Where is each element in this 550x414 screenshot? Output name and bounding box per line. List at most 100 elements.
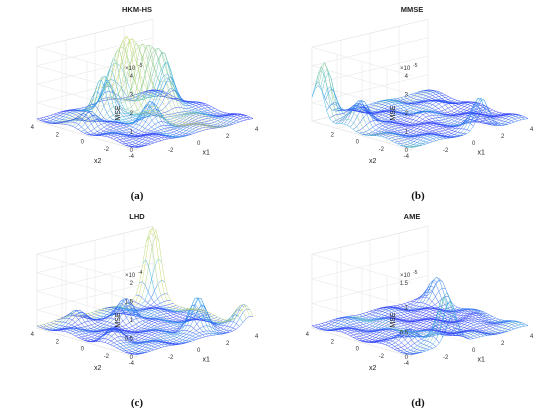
x2-tick-label: 2 xyxy=(331,339,335,345)
plot-title: LHD xyxy=(129,212,145,221)
z-tick-label: 1.5 xyxy=(400,281,409,287)
mesh-line xyxy=(88,306,189,343)
mesh-line xyxy=(366,105,467,134)
mesh-line xyxy=(112,305,213,336)
mesh-line xyxy=(149,227,250,322)
mesh-line xyxy=(43,117,144,147)
mesh-line xyxy=(397,305,498,335)
x1-tick-label: 0 xyxy=(197,348,201,354)
mesh-line xyxy=(335,102,437,141)
mesh-line xyxy=(74,91,175,139)
z-tick-label: 1.5 xyxy=(125,300,134,306)
mesh-line xyxy=(98,301,199,340)
z-scale-label: ×10 xyxy=(125,66,136,72)
surface-mesh xyxy=(311,61,529,148)
mesh-line xyxy=(101,49,202,131)
mesh-line xyxy=(108,306,209,337)
x2-tick-label: 2 xyxy=(56,339,60,345)
mesh-line xyxy=(356,108,457,138)
z-gridline xyxy=(36,92,154,151)
mesh-line xyxy=(122,44,223,128)
mesh-line xyxy=(390,99,491,123)
mesh-line xyxy=(387,306,488,336)
mesh-line xyxy=(115,297,216,336)
mesh-line xyxy=(403,303,505,333)
surface-panel-mmse: MMSE 0 1 2 3 4 ×10 -5 MSE 2 0 -2 -4 x2 -2 0 2 4 x1 xyxy=(275,0,550,207)
mesh-line xyxy=(149,89,250,120)
mesh-line xyxy=(410,94,511,124)
x1-tick-label: 0 xyxy=(197,141,201,147)
x1-tick-label: 4 xyxy=(255,334,259,340)
mesh-line xyxy=(136,315,254,355)
z-gridline xyxy=(36,18,154,77)
mesh-line xyxy=(393,98,495,123)
mesh-line xyxy=(77,80,178,138)
mesh-line xyxy=(393,305,494,335)
mesh-line xyxy=(356,299,457,336)
z-gridline xyxy=(311,275,429,333)
mesh-line xyxy=(122,304,223,335)
mesh-line xyxy=(91,300,192,342)
x1-axis-label: x1 xyxy=(203,356,211,363)
x1-axis-label: x1 xyxy=(478,149,486,156)
x2-tick-label: 0 xyxy=(356,140,360,146)
mesh-line xyxy=(146,90,247,121)
mesh-line xyxy=(352,291,454,336)
z-tick-label: 3 xyxy=(130,93,134,99)
mesh-line xyxy=(142,259,243,324)
mesh-line xyxy=(88,85,189,136)
mesh-line xyxy=(421,90,522,121)
mesh-line xyxy=(84,312,185,344)
mesh-line xyxy=(50,110,151,145)
mesh-line xyxy=(318,61,419,147)
mesh-line xyxy=(311,325,413,355)
x2-tick-label: 2 xyxy=(331,132,335,138)
mesh-line xyxy=(339,317,440,344)
z-gridline xyxy=(36,281,154,339)
x2-tick-label: -4 xyxy=(404,361,410,367)
mesh-line xyxy=(60,313,162,348)
x2-tick-label: 4 xyxy=(31,332,35,338)
z-scale-label: ×10 xyxy=(400,273,411,279)
mesh-line xyxy=(43,324,144,354)
mesh-line xyxy=(346,109,447,139)
mesh-line xyxy=(50,321,151,352)
x2-axis-label: x2 xyxy=(369,365,377,372)
surface-mesh xyxy=(36,227,254,355)
x1-tick-label: 2 xyxy=(226,341,230,347)
x1-axis-label: x1 xyxy=(478,356,486,363)
mesh-line xyxy=(315,324,416,355)
surface-panel-hkm-hs: HKM-HS 0 1 2 3 4 ×10 -5 MSE 4 2 0 -2 -4 x2 -2 0 2 4 x1 xyxy=(0,0,275,207)
x1-tick-label: 4 xyxy=(530,334,534,340)
z-tick-label: 4 xyxy=(130,74,134,80)
z-scale-exponent: -5 xyxy=(138,63,143,69)
mesh-line xyxy=(390,306,491,336)
mesh-line xyxy=(400,97,501,126)
mesh-line xyxy=(139,281,240,327)
mesh-line xyxy=(407,302,508,332)
mesh-line xyxy=(311,81,413,148)
mesh-line xyxy=(366,312,467,339)
mesh-line xyxy=(373,102,474,127)
mesh-line xyxy=(339,103,440,140)
mesh-line xyxy=(363,313,464,336)
x2-tick-label: 0 xyxy=(356,347,360,353)
x2-tick-label: 0 xyxy=(81,347,85,353)
mesh-line xyxy=(322,323,423,353)
mesh-line xyxy=(346,310,447,338)
caption-d: (d) xyxy=(411,397,425,409)
z-axis-label: MSE xyxy=(115,105,122,121)
mesh-line xyxy=(318,324,419,354)
mesh-line xyxy=(98,58,199,133)
z-tick-label: 0 xyxy=(405,148,409,154)
mesh-line xyxy=(427,89,529,119)
mesh-line xyxy=(342,316,443,338)
mesh-line xyxy=(40,117,141,148)
mesh-line xyxy=(369,310,471,340)
z-scale-label: ×10 xyxy=(400,66,411,72)
plot-title: HKM-HS xyxy=(122,5,152,14)
x2-tick-label: -2 xyxy=(379,354,385,360)
